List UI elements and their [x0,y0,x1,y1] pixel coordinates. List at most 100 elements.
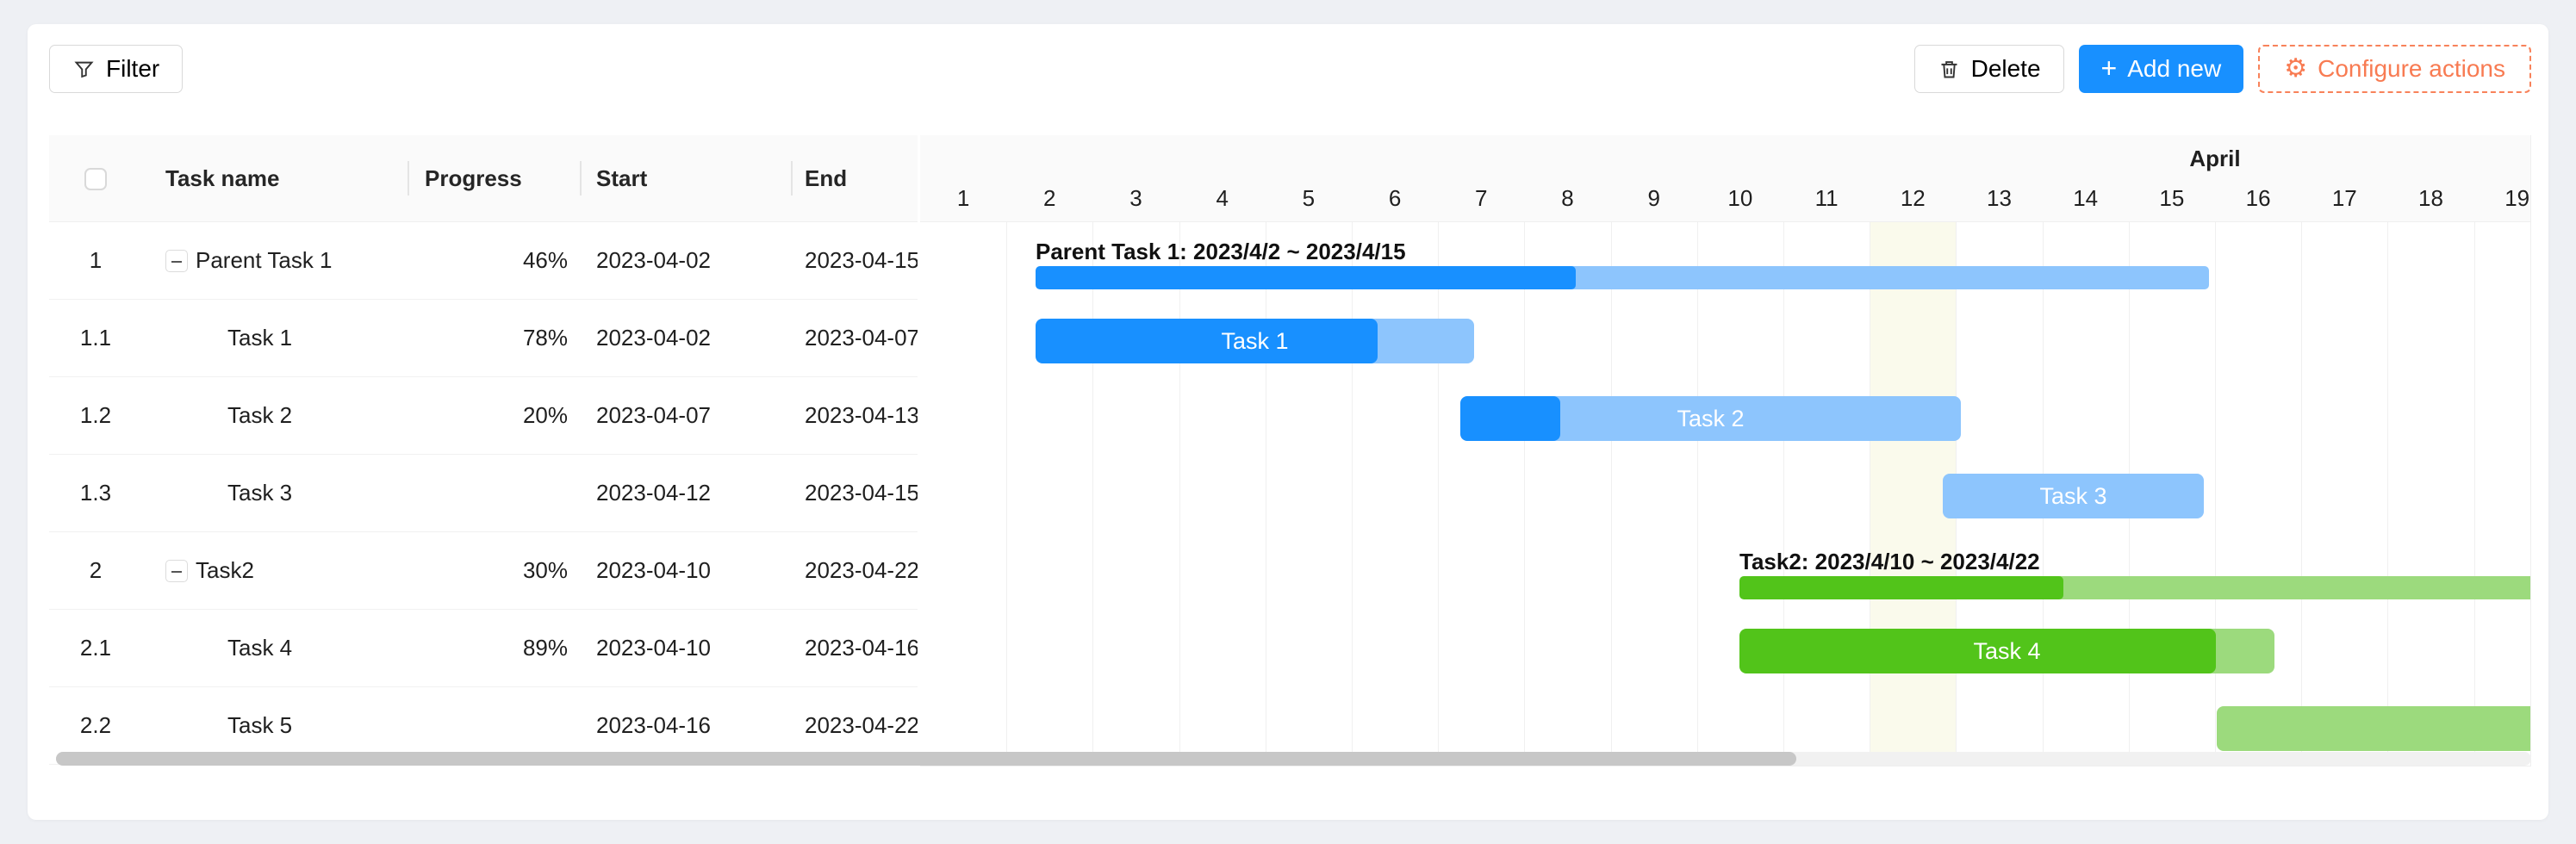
day-header-cell-8: 8 [1561,184,1574,211]
task-name-label: Task 4 [227,635,293,661]
configure-actions-label: Configure actions [2318,55,2505,82]
gantt-bar-task-1[interactable]: Task 1 [1036,319,1474,363]
configure-actions-button[interactable]: ⚙ Configure actions [2258,45,2531,93]
table-row-2[interactable]: 2 Task2 30% 2023-04-10 2023-04-22 [49,532,918,610]
header-divider [408,161,409,195]
row-number: 2 [89,557,103,583]
select-all-checkbox[interactable] [84,167,107,190]
add-new-button-label: Add new [2127,55,2222,82]
column-header-progress: Progress [425,165,522,191]
filter-funnel-icon [72,58,96,81]
day-grid-line [1524,222,1525,766]
start-date-cell: 2023-04-10 [596,635,711,661]
task-name-cell: Parent Task 1 [142,222,408,299]
task-table: Task name Progress Start End 1 Parent Tas… [49,135,918,766]
table-body: 1 Parent Task 1 46% 2023-04-02 2023-04-15 1.1… [49,222,918,765]
day-header-cell-12: 12 [1900,184,1926,211]
gantt-card: Filter Delete + Add new ⚙ Configure acti… [28,24,2548,820]
end-date-cell: 2023-04-07 [805,325,918,351]
gantt-bar-task2[interactable] [1739,576,2530,599]
today-highlight-column [1870,222,1956,766]
horizontal-scrollbar-thumb[interactable] [56,752,1796,766]
plus-icon: + [2100,52,2118,84]
table-row-2-1[interactable]: 2.1 Task 4 89% 2023-04-10 2023-04-16 [49,610,918,687]
task-name-cell: Task 2 [142,377,408,454]
trash-icon [1938,58,1961,81]
gantt-bar-progress-fill [1460,396,1560,441]
day-grid-line [2387,222,2388,766]
table-row-1-3[interactable]: 1.3 Task 3 2023-04-12 2023-04-15 [49,455,918,532]
gantt-timeline-header: April 1 2 3 4 5 6 7 8 9 10 11 12 13 14 15 16 17 18 19 [920,135,2530,222]
day-header-cell-10: 10 [1727,184,1753,211]
task-name-label: Parent Task 1 [196,247,333,273]
filter-button[interactable]: Filter [49,45,184,93]
day-grid-line [1611,222,1612,766]
start-date-cell: 2023-04-10 [596,557,711,583]
gear-icon: ⚙ [2284,53,2308,84]
task-name-label: Task 5 [227,712,293,738]
task-name-cell: Task 3 [142,455,408,531]
gantt-bar-task-4[interactable]: Task 4 [1739,629,2274,673]
table-row-1[interactable]: 1 Parent Task 1 46% 2023-04-02 2023-04-15 [49,222,918,300]
day-header-cell-7: 7 [1475,184,1488,211]
gantt-bar-label: Task 4 [1973,637,2041,664]
table-row-1-1[interactable]: 1.1 Task 1 78% 2023-04-02 2023-04-07 [49,300,918,377]
day-header-cell-9: 9 [1647,184,1660,211]
day-header-cell-15: 15 [2159,184,2185,211]
day-grid-line [2215,222,2216,766]
gantt-bar-task-2[interactable]: Task 2 [1460,396,1961,441]
day-grid-line [1697,222,1698,766]
start-date-cell: 2023-04-02 [596,325,711,351]
day-grid-line [2474,222,2475,766]
toolbar-right-group: Delete + Add new ⚙ Configure actions [1913,45,2531,93]
collapse-toggle-icon[interactable] [165,249,188,272]
collapse-toggle-icon[interactable] [165,559,188,582]
end-date-cell: 2023-04-15 [805,247,918,273]
day-header-cell-17: 17 [2331,184,2357,211]
progress-cell: 20% [522,402,568,428]
table-header: Task name Progress Start End [49,135,918,222]
start-date-cell: 2023-04-16 [596,712,711,738]
task-name-cell: Task 1 [142,300,408,376]
gantt-grid: Task name Progress Start End 1 Parent Tas… [49,135,2531,766]
end-date-cell: 2023-04-16 [805,635,918,661]
day-header-cell-3: 3 [1129,184,1142,211]
gantt-bar-progress-fill [1739,629,2216,673]
column-header-start: Start [596,165,648,191]
gantt-bar-progress-fill [1036,319,1378,363]
gantt-bar-label: Task 1 [1221,327,1289,354]
delete-button[interactable]: Delete [1913,45,2064,93]
delete-button-label: Delete [1970,55,2041,82]
header-divider [580,161,582,195]
gantt-bar-progress-fill [1036,266,1576,289]
row-number: 1.1 [79,325,112,351]
progress-cell [408,455,580,531]
filter-button-label: Filter [106,55,160,82]
start-date-cell: 2023-04-12 [596,480,711,506]
day-header-cell-2: 2 [1043,184,1056,211]
day-header-cell-5: 5 [1302,184,1316,211]
gantt-bar-progress-fill [1739,576,2063,599]
column-header-end: End [805,165,848,191]
gantt-bar-label: Task 3 [2039,482,2107,509]
day-grid-line [2301,222,2302,766]
day-header-cell-14: 14 [2073,184,2099,211]
task-name-cell: Task2 [142,532,408,609]
table-row-1-2[interactable]: 1.2 Task 2 20% 2023-04-07 2023-04-13 [49,377,918,455]
progress-cell: 30% [522,557,568,583]
gantt-bar-task-3[interactable]: Task 3 [1943,474,2204,518]
summary-task-label: Parent Task 1: 2023/4/2 ~ 2023/4/15 [1036,239,1406,264]
end-date-cell: 2023-04-13 [805,402,918,428]
task-name-cell: Task 5 [142,687,408,764]
row-number: 1.2 [79,402,112,428]
day-grid-line [1438,222,1439,766]
task-name-label: Task 2 [227,402,293,428]
day-header-cell-19: 19 [2504,184,2530,211]
gantt-bar-parent-task-1[interactable] [1036,266,2209,289]
column-header-task-name: Task name [165,165,280,191]
progress-cell: 78% [522,325,568,351]
day-header-cell-11: 11 [1814,184,1839,211]
add-new-button[interactable]: + Add new [2078,45,2244,93]
gantt-bar-task-5[interactable]: Task 5 [2217,706,2530,751]
